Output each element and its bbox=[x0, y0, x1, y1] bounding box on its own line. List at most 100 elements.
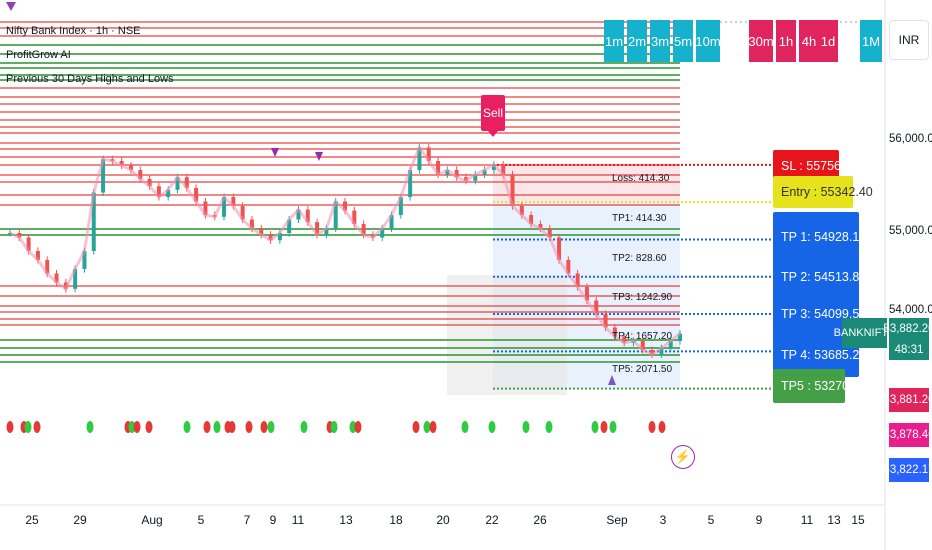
candle-body-68 bbox=[640, 341, 645, 350]
signal-dot-0 bbox=[6, 421, 14, 433]
x-tick-label: 18 bbox=[389, 513, 403, 527]
candle-body-20 bbox=[194, 188, 199, 202]
candle-body-30 bbox=[287, 219, 292, 233]
candle-body-64 bbox=[603, 314, 608, 328]
sell-signal-tag: Sell bbox=[481, 95, 505, 131]
signal-dot-31 bbox=[609, 421, 617, 433]
x-tick-label: 9 bbox=[269, 513, 277, 527]
loss-zone bbox=[493, 164, 680, 203]
candle-body-66 bbox=[622, 336, 627, 343]
timeframe-1m-button[interactable]: 1m bbox=[604, 20, 624, 62]
candle-body-35 bbox=[333, 201, 338, 229]
indicator-legend-profitgrow[interactable]: ProfitGrow AI bbox=[6, 49, 71, 61]
x-tick-label: 25 bbox=[25, 513, 39, 527]
tp1-box: TP 1: 54928.10 ✓ bbox=[773, 212, 880, 260]
candle-body-51 bbox=[482, 170, 487, 175]
timeframe-1M-button[interactable]: 1M bbox=[860, 20, 882, 62]
candle-body-58 bbox=[547, 228, 552, 238]
tp2-box: TP 2: 54513.80 ✓ bbox=[773, 256, 880, 296]
timeframe-2m-button[interactable]: 2m bbox=[627, 20, 647, 62]
x-tick-label: 15 bbox=[851, 513, 865, 527]
candle-body-13 bbox=[128, 165, 133, 170]
candle-body-32 bbox=[305, 209, 310, 223]
timeframe-4h-button[interactable]: 4h bbox=[799, 20, 819, 62]
signal-dot-16 bbox=[267, 421, 275, 433]
symbol-legend[interactable]: Nifty Bank Index · 1h · NSE bbox=[6, 25, 141, 37]
candle-body-2 bbox=[26, 237, 31, 251]
timeframe-30m-button[interactable]: 30m bbox=[748, 20, 774, 62]
currency-selector[interactable]: INR bbox=[889, 20, 929, 60]
watermark-box bbox=[447, 275, 567, 395]
price-tag-1: 53,881.20 bbox=[883, 388, 932, 412]
x-tick-label: 11 bbox=[291, 513, 305, 527]
candle-body-38 bbox=[361, 224, 366, 235]
candle-body-45 bbox=[426, 147, 431, 161]
candle-body-10 bbox=[101, 159, 106, 193]
lightning-icon[interactable]: ⚡ bbox=[671, 445, 695, 469]
candle-body-41 bbox=[389, 215, 394, 229]
signal-dot-28 bbox=[545, 421, 553, 433]
timeframe-3m-button[interactable]: 3m bbox=[650, 20, 670, 62]
signal-dot-19 bbox=[330, 421, 338, 433]
candle-body-54 bbox=[510, 174, 515, 206]
candle-body-56 bbox=[529, 215, 534, 224]
candle-body-61 bbox=[575, 273, 580, 287]
signal-triangle-icon bbox=[6, 2, 16, 11]
y-tick-55000: 55,000.00 bbox=[889, 225, 932, 237]
candle-body-70 bbox=[659, 348, 664, 355]
signal-dot-15 bbox=[260, 421, 268, 433]
signal-dot-17 bbox=[300, 421, 308, 433]
candle-body-62 bbox=[584, 287, 589, 301]
candle-body-33 bbox=[315, 222, 320, 235]
buy-arrow-marker bbox=[608, 375, 616, 385]
x-tick-label: 20 bbox=[436, 513, 450, 527]
y-tick-54000: 54,000.00 bbox=[889, 304, 932, 316]
candle-body-55 bbox=[519, 206, 524, 215]
candle-body-27 bbox=[259, 228, 264, 235]
signal-dot-33 bbox=[658, 421, 666, 433]
candle-body-1 bbox=[17, 233, 22, 238]
candle-body-37 bbox=[352, 210, 357, 224]
timeframe-1h-button[interactable]: 1h bbox=[776, 20, 796, 62]
signal-dot-13 bbox=[228, 421, 236, 433]
signal-dot-9 bbox=[183, 421, 191, 433]
signal-dot-2 bbox=[24, 421, 32, 433]
candle-body-31 bbox=[296, 209, 301, 220]
candle-body-12 bbox=[119, 161, 124, 166]
x-tick-label: 29 bbox=[73, 513, 87, 527]
x-tick-label: 9 bbox=[755, 513, 763, 527]
sell-arrow-marker-0 bbox=[271, 148, 279, 157]
x-tick-label: Aug bbox=[141, 513, 163, 527]
candle-body-4 bbox=[45, 260, 50, 274]
x-tick-label: 22 bbox=[485, 513, 499, 527]
x-tick-label: 11 bbox=[800, 513, 814, 527]
sell-tag-pointer bbox=[488, 131, 498, 137]
indicator-legend-30-days[interactable]: Previous 30 Days Highs and Lows bbox=[6, 73, 174, 85]
candle-body-43 bbox=[408, 170, 413, 197]
candle-body-29 bbox=[277, 233, 282, 241]
signal-dot-21 bbox=[354, 421, 362, 433]
signal-dot-25 bbox=[461, 421, 469, 433]
signal-dot-14 bbox=[245, 421, 253, 433]
candle-body-65 bbox=[612, 327, 617, 337]
x-tick-label: 26 bbox=[533, 513, 547, 527]
timeframe-10m-button[interactable]: 10m bbox=[695, 20, 721, 62]
signal-dot-23 bbox=[423, 421, 431, 433]
timeframe-1d-button[interactable]: 1d bbox=[818, 20, 838, 62]
y-tick-56000: 56,000.00 bbox=[889, 133, 932, 145]
candle-body-46 bbox=[436, 161, 441, 175]
inline-loss-label: Loss: 414.30 bbox=[612, 173, 670, 184]
signal-dot-26 bbox=[488, 421, 496, 433]
last-price-tag: 53,882.20 bbox=[883, 318, 932, 340]
timeframe-5m-button[interactable]: 5m bbox=[673, 20, 693, 62]
candle-body-48 bbox=[454, 170, 459, 178]
candle-body-18 bbox=[175, 177, 180, 190]
candle-body-14 bbox=[138, 170, 143, 179]
sell-arrow-marker-1 bbox=[315, 152, 323, 161]
symbol-price-tag: BANKNIFTY bbox=[834, 318, 895, 348]
candle-body-26 bbox=[249, 219, 254, 229]
candle-body-16 bbox=[156, 186, 161, 197]
signal-dot-11 bbox=[213, 421, 221, 433]
x-tick-label: Sep bbox=[606, 513, 628, 527]
